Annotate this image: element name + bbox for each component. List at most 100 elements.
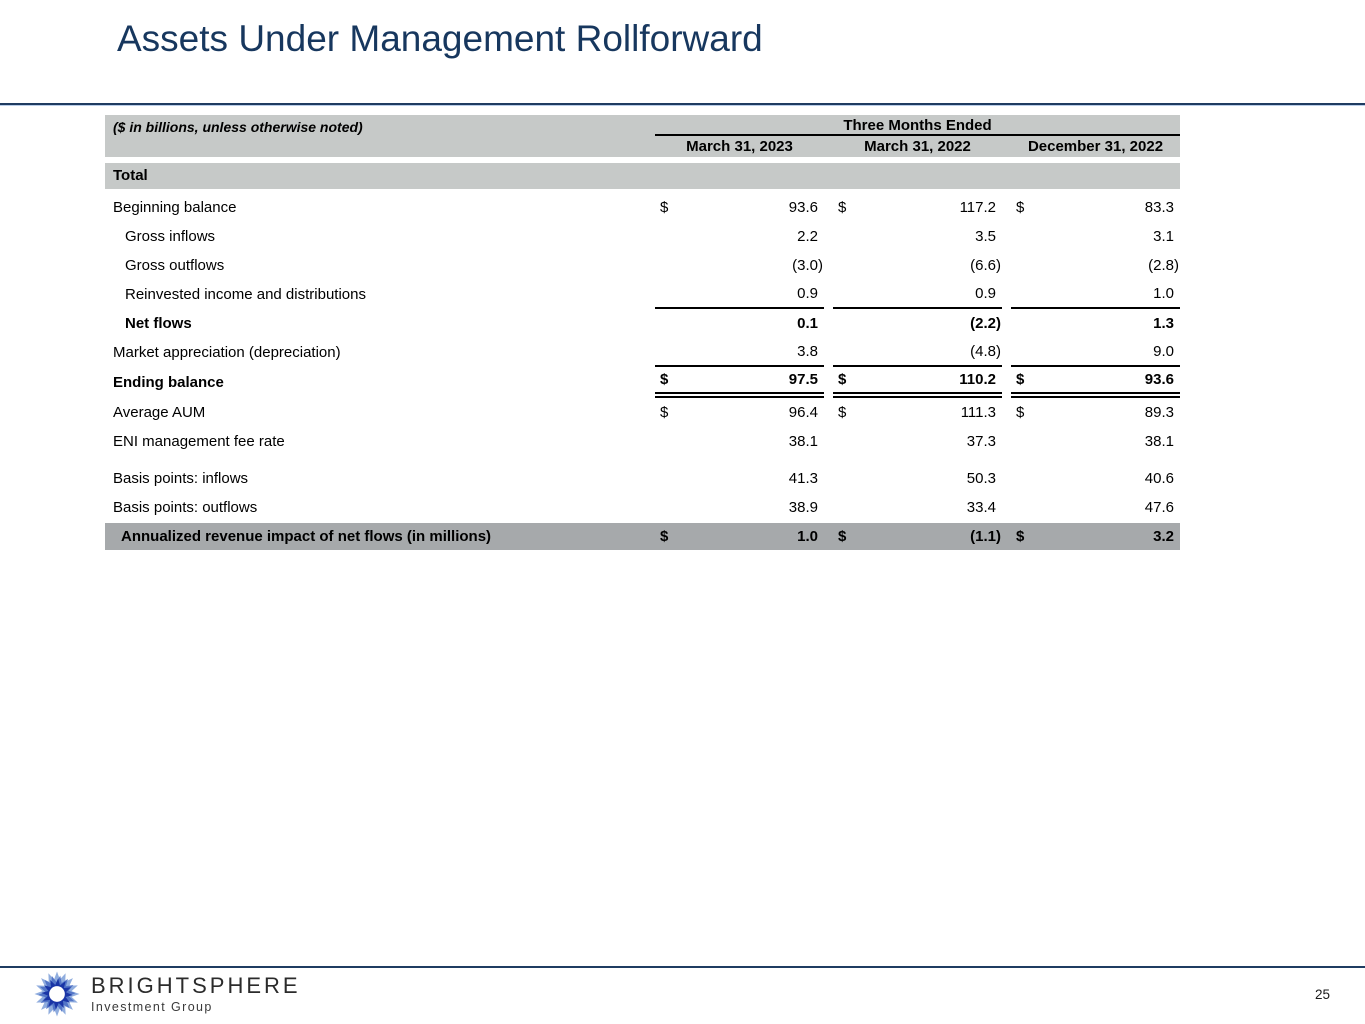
value-cell: 3.1 <box>1011 222 1180 251</box>
value-cell: 2.2 <box>655 222 824 251</box>
value-cell: $89.3 <box>1011 398 1180 427</box>
value-cell: (3.0) <box>655 251 824 280</box>
value-cell: $111.3 <box>833 398 1002 427</box>
cell-value: 37.3 <box>966 433 996 450</box>
section-header-total: Total <box>105 163 1180 189</box>
table-row: Market appreciation (depreciation) 3.8 (4.… <box>105 338 1180 367</box>
cell-value: 3.1 <box>1153 228 1174 245</box>
table-row: Basis points: outflows 38.9 33.4 47.6 <box>105 493 1180 522</box>
table-row: Gross inflows 2.2 3.5 3.1 <box>105 222 1180 251</box>
value-cell: (2.8) <box>1011 251 1180 280</box>
value-cell: $110.2 <box>833 367 1002 398</box>
value-cell: 0.1 <box>655 309 824 338</box>
row-label: Basis points: outflows <box>113 499 258 516</box>
cell-value: 110.2 <box>959 371 996 388</box>
dollar-sign: $ <box>660 199 669 216</box>
cell-value: 0.1 <box>797 315 818 332</box>
table-row: Net flows 0.1 (2.2) 1.3 <box>105 309 1180 338</box>
row-label: Average AUM <box>113 404 206 421</box>
value-cell: 33.4 <box>833 493 1002 522</box>
page-title: Assets Under Management Rollforward <box>117 18 763 59</box>
row-label: Beginning balance <box>113 199 237 216</box>
cell-value: 1.3 <box>1153 315 1174 332</box>
value-cell: $1.0 <box>655 523 824 550</box>
cell-value: (3.0) <box>792 257 823 274</box>
value-cell: 38.9 <box>655 493 824 522</box>
brand-subtitle: Investment Group <box>91 999 213 1014</box>
table-row: Average AUM $96.4 $111.3 $89.3 <box>105 398 1180 427</box>
cell-value: 111.3 <box>960 404 996 421</box>
cell-value: 38.1 <box>1144 433 1174 450</box>
row-label: Net flows <box>125 315 192 332</box>
cell-value: 89.3 <box>1144 404 1174 421</box>
value-cell: 0.9 <box>655 280 824 309</box>
column-header: March 31, 2022 <box>864 138 971 155</box>
cell-value: 38.1 <box>788 433 818 450</box>
value-cell: 3.8 <box>655 338 824 367</box>
value-cell: 47.6 <box>1011 493 1180 522</box>
cell-value: 83.3 <box>1144 199 1174 216</box>
logo-text: BRIGHTSPHERE Investment Group <box>91 974 301 1013</box>
cell-value: 97.5 <box>788 371 818 388</box>
dollar-sign: $ <box>1016 528 1025 545</box>
cell-value: (4.8) <box>970 343 1001 360</box>
dollar-sign: $ <box>838 404 847 421</box>
value-cell: 40.6 <box>1011 464 1180 493</box>
row-label: Gross inflows <box>125 228 216 245</box>
table-row: Reinvested income and distributions 0.9 0.… <box>105 280 1180 309</box>
value-cell: $3.2 <box>1011 523 1180 550</box>
value-cell: $83.3 <box>1011 193 1180 222</box>
cell-value: (2.2) <box>970 315 1001 332</box>
cell-value: (1.1) <box>970 528 1001 545</box>
cell-value: 117.2 <box>959 199 996 216</box>
period-columns: Three Months Ended March 31, 2023 March 3… <box>655 115 1180 157</box>
value-cell: 0.9 <box>833 280 1002 309</box>
table-row: ENI management fee rate 38.1 37.3 38.1 <box>105 427 1180 456</box>
dollar-sign: $ <box>660 404 669 421</box>
value-cell: 38.1 <box>1011 427 1180 456</box>
dollar-sign: $ <box>1016 371 1025 388</box>
table-body: Beginning balance $93.6 $117.2 $83.3 Gross i… <box>105 193 1180 550</box>
dollar-sign: $ <box>1016 404 1025 421</box>
value-cell: 37.3 <box>833 427 1002 456</box>
brand-name: BRIGHTSPHERE <box>91 973 301 999</box>
cell-value: 38.9 <box>788 499 818 516</box>
value-cell: (2.2) <box>833 309 1002 338</box>
cell-value: 41.3 <box>788 470 818 487</box>
dollar-sign: $ <box>660 371 669 388</box>
cell-value: 0.9 <box>797 285 818 302</box>
cell-value: 33.4 <box>966 499 996 516</box>
value-cell: (4.8) <box>833 338 1002 367</box>
cell-value: 1.0 <box>1153 285 1174 302</box>
value-cell: 1.0 <box>1011 280 1180 309</box>
page-number: 25 <box>1314 986 1330 1002</box>
cell-value: 40.6 <box>1144 470 1174 487</box>
cell-value: (2.8) <box>1148 257 1179 274</box>
row-label: Ending balance <box>113 374 224 391</box>
table-note: ($ in billions, unless otherwise noted) <box>113 119 363 135</box>
table-row: Beginning balance $93.6 $117.2 $83.3 <box>105 193 1180 222</box>
column-header: March 31, 2023 <box>686 138 793 155</box>
value-cell: $93.6 <box>655 193 824 222</box>
cell-value: 3.2 <box>1153 528 1174 545</box>
cell-value: 93.6 <box>1144 371 1174 388</box>
value-cell: 9.0 <box>1011 338 1180 367</box>
dollar-sign: $ <box>838 199 847 216</box>
starburst-sphere-icon <box>34 971 80 1017</box>
slide-footer: BRIGHTSPHERE Investment Group 25 <box>0 966 1365 1024</box>
value-cell: 38.1 <box>655 427 824 456</box>
table-row: Annualized revenue impact of net flows (… <box>105 523 1180 550</box>
cell-value: 3.8 <box>797 343 818 360</box>
brightsphere-logo: BRIGHTSPHERE Investment Group <box>34 971 301 1017</box>
value-cell: $ (1.1) <box>833 523 1002 550</box>
column-header: December 31, 2022 <box>1027 138 1164 155</box>
column-headers: March 31, 2023 March 31, 2022 December 31,… <box>655 136 1180 155</box>
row-label: Reinvested income and distributions <box>125 286 366 303</box>
table-header-band: ($ in billions, unless otherwise noted) … <box>105 115 1180 157</box>
cell-value: 0.9 <box>975 285 996 302</box>
title-divider <box>0 103 1365 106</box>
dollar-sign: $ <box>838 528 847 545</box>
logo-center-dot <box>49 986 65 1002</box>
cell-value: 9.0 <box>1153 343 1174 360</box>
